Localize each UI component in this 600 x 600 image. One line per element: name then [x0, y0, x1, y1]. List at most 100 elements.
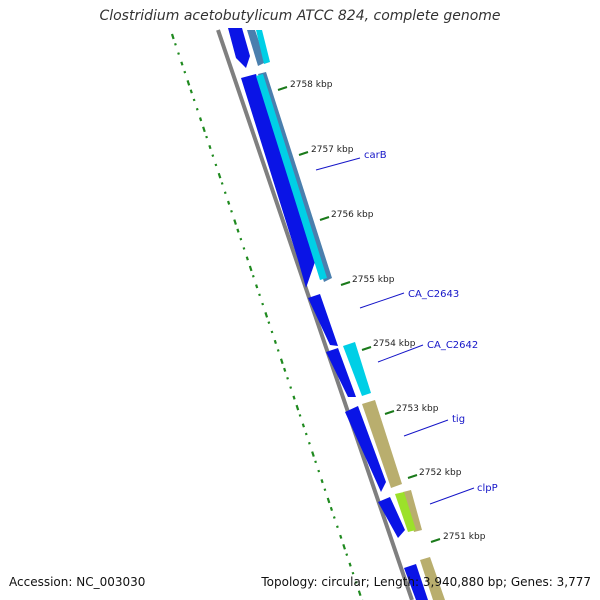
gc-tick	[205, 135, 208, 139]
leader-line	[315, 157, 361, 171]
leader-line	[359, 292, 405, 309]
gc-tick	[239, 237, 243, 241]
scale-tick	[361, 346, 372, 351]
gc-tick	[276, 349, 280, 352]
gc-tick	[192, 98, 196, 102]
gc-tick	[289, 386, 293, 389]
genome-backbone	[216, 29, 414, 600]
gc-tick	[220, 182, 224, 185]
gc-tick	[223, 191, 227, 195]
gene-features	[247, 30, 445, 600]
gc-content-track	[170, 33, 364, 600]
accession-text: Accession: NC_003030	[9, 575, 146, 589]
scale-tick	[340, 281, 351, 286]
gc-tick	[233, 219, 237, 225]
gc-tick	[202, 126, 206, 133]
scale-tick	[298, 151, 309, 156]
scale-label: 2752 kbp	[419, 468, 462, 478]
gc-tick	[180, 61, 184, 66]
genome-summary-text: Topology: circular; Length: 3,940,880 bp…	[261, 575, 591, 589]
gene-feature-khaki	[420, 557, 445, 600]
gc-tick	[258, 293, 261, 297]
cds-feature	[228, 28, 250, 68]
scale-label: 2755 kbp	[352, 275, 395, 285]
gc-tick	[354, 581, 358, 584]
gc-tick	[273, 339, 277, 345]
scale-tick	[430, 538, 441, 543]
gene-label: CA_C2643	[408, 289, 459, 300]
gc-tick	[255, 284, 259, 289]
gene-feature-khaki	[362, 400, 402, 488]
gc-tick	[264, 312, 269, 318]
gc-tick	[314, 460, 317, 464]
scale-labels: 2758 kbp 2757 kbp 2756 kbp 2755 kbp 2754…	[290, 80, 486, 542]
gc-tick	[245, 256, 249, 261]
gc-tick	[211, 154, 215, 157]
gc-tick	[329, 506, 334, 512]
gc-tick	[320, 479, 324, 484]
cds-feature	[378, 497, 405, 538]
gc-tick	[298, 414, 302, 417]
gc-tick	[295, 404, 300, 411]
gc-tick	[283, 367, 287, 372]
gc-tick	[311, 451, 315, 457]
leader-line	[429, 487, 475, 505]
gc-tick	[183, 70, 187, 74]
gc-tick	[270, 330, 274, 334]
scale-label: 2758 kbp	[290, 80, 333, 90]
scale-ticks	[277, 86, 441, 543]
gene-feature-steel	[247, 30, 266, 66]
gc-tick	[308, 441, 311, 445]
gc-tick	[170, 33, 175, 40]
gene-feature-cyan	[343, 342, 371, 396]
gc-tick	[195, 107, 199, 111]
gc-tick	[227, 200, 231, 205]
gc-tick	[279, 358, 284, 365]
gc-tick	[351, 571, 355, 575]
gc-tick	[267, 321, 271, 324]
scale-tick	[407, 474, 418, 479]
gene-feature-cyan	[256, 74, 327, 280]
scale-tick	[277, 86, 288, 91]
gc-tick	[198, 117, 203, 122]
gene-label: tig	[452, 414, 465, 425]
cds-feature	[326, 348, 356, 397]
scale-label: 2754 kbp	[373, 339, 416, 349]
gene-feature-khaki	[403, 490, 422, 532]
gc-tick	[174, 42, 177, 46]
scale-tick	[319, 216, 330, 221]
gc-tick	[342, 543, 346, 550]
gc-tick	[186, 80, 191, 86]
gene-label-leaders	[315, 157, 475, 505]
gene-feature-lime	[395, 492, 416, 532]
gc-tick	[323, 488, 327, 491]
gene-label: clpP	[477, 483, 498, 494]
cds-feature	[308, 294, 338, 346]
cds-feature	[404, 564, 428, 600]
gc-tick	[248, 265, 253, 272]
gc-tick	[317, 469, 321, 473]
gc-tick	[286, 376, 289, 380]
gc-tick	[236, 228, 240, 233]
gc-tick	[261, 302, 265, 306]
gc-tick	[348, 562, 352, 567]
scale-label: 2753 kbp	[396, 404, 439, 414]
gene-label: CA_C2642	[427, 340, 478, 351]
gene-label: carB	[364, 150, 387, 161]
gc-tick	[177, 52, 180, 55]
leader-line	[377, 344, 424, 363]
gene-labels: carB CA_C2643 CA_C2642 tig clpP	[364, 150, 498, 494]
gc-tick	[332, 516, 336, 519]
cds-feature	[241, 74, 315, 288]
gc-tick	[339, 534, 343, 539]
gc-tick	[214, 163, 218, 167]
gc-tick	[208, 145, 212, 150]
gc-tick	[336, 525, 339, 529]
gc-tick	[301, 423, 305, 428]
scale-label: 2751 kbp	[443, 532, 486, 542]
scale-tick	[384, 410, 395, 415]
gc-tick	[326, 497, 331, 504]
gene-feature-cyan	[256, 30, 270, 64]
gc-tick	[357, 590, 362, 597]
